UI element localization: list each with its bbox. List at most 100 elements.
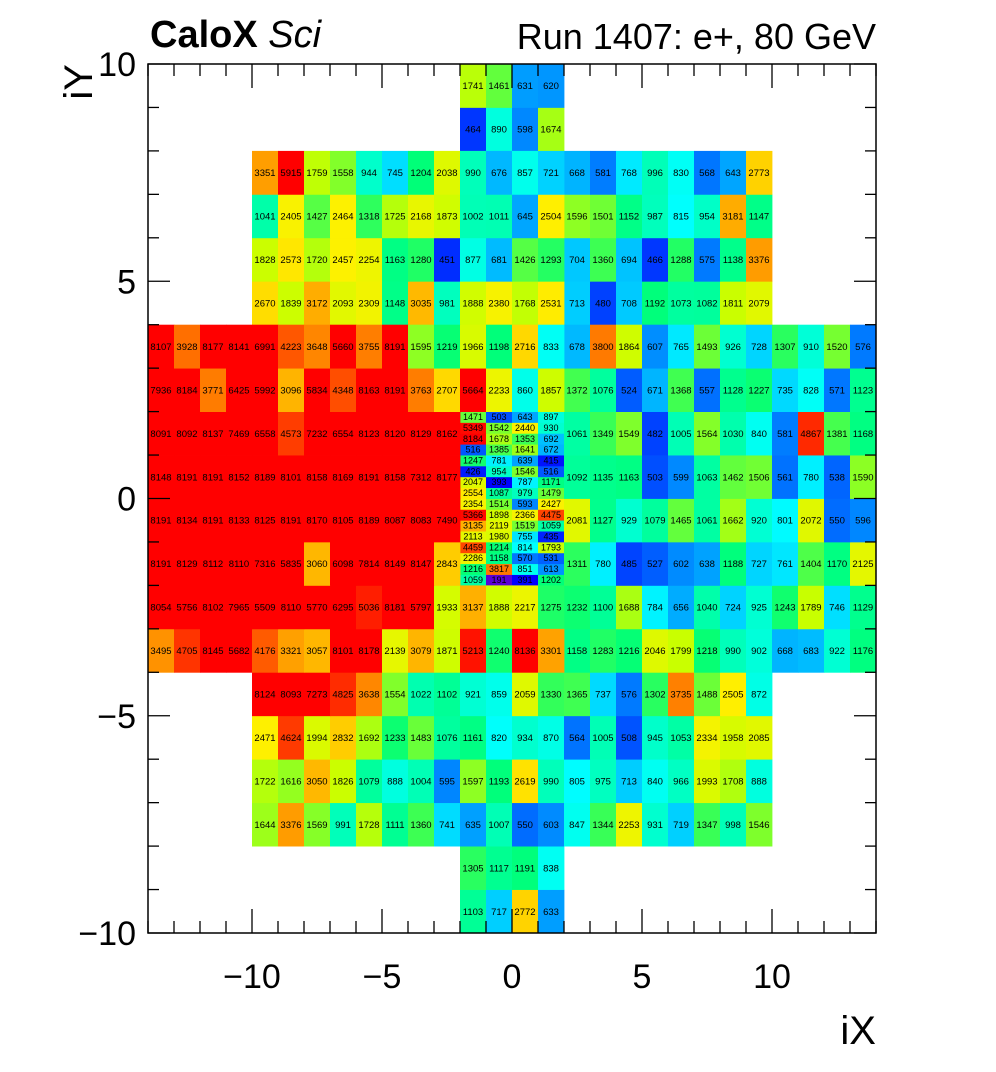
cell-value-label: 8137 [202, 429, 223, 440]
heatmap-cell [512, 509, 539, 521]
cell-value-label: 8191 [150, 559, 171, 570]
heatmap-cell [616, 672, 643, 717]
heatmap-cell [252, 324, 279, 369]
cell-value-label: 1305 [462, 863, 483, 874]
heatmap-cell [590, 715, 617, 760]
heatmap-cell [668, 324, 695, 369]
heatmap-cell [850, 368, 877, 412]
cell-value-label: 575 [699, 255, 715, 266]
cell-value-label: 581 [777, 429, 793, 440]
cell-value-label: 2085 [748, 733, 769, 744]
heatmap-cell [460, 281, 487, 326]
cell-value-label: 1462 [722, 472, 743, 483]
heatmap-cell [616, 585, 643, 630]
heatmap-cell [148, 585, 175, 630]
heatmap-cell [460, 487, 487, 499]
cell-value-label: 1828 [254, 255, 275, 266]
cell-value-label: 1100 [593, 603, 613, 614]
cell-value-label: 5915 [280, 168, 301, 179]
heatmap-cell [252, 759, 279, 804]
heatmap-cell [486, 487, 513, 499]
heatmap-cell [850, 498, 877, 543]
cell-value-label: 8184 [176, 385, 197, 396]
cell-value-label: 1191 [515, 863, 535, 874]
cell-value-label: 1520 [826, 342, 847, 353]
cell-value-label: 1427 [306, 212, 327, 223]
heatmap-cell [278, 411, 305, 456]
heatmap-cell [460, 520, 487, 532]
cell-value-label: 391 [517, 575, 532, 585]
cell-value-label: 1596 [566, 212, 587, 223]
cell-value-label: 3763 [410, 385, 431, 396]
cell-value-label: 1353 [515, 434, 535, 444]
heatmap-cell [564, 411, 591, 456]
cell-value-label: 5213 [462, 646, 483, 657]
brand-italic: Sci [268, 14, 322, 56]
cell-value-label: 1616 [280, 776, 301, 787]
heatmap-cell [408, 194, 435, 239]
heatmap-cell [538, 672, 565, 717]
heatmap-cell [668, 672, 695, 717]
heatmap-cell [356, 541, 383, 586]
cell-value-label: 1161 [463, 733, 483, 744]
cell-value-label: 1465 [670, 516, 691, 527]
cell-value-label: 1564 [696, 429, 717, 440]
cell-value-label: 1135 [593, 472, 613, 483]
cell-value-label: 8149 [384, 559, 405, 570]
heatmap-cell [460, 433, 487, 445]
heatmap-cell [226, 628, 253, 673]
heatmap-cell [330, 585, 357, 630]
heatmap-cell [486, 541, 513, 554]
y-tick-label: −10 [78, 915, 136, 953]
heatmap-cell [538, 411, 565, 423]
heatmap-cell [746, 585, 773, 630]
cell-value-label: 7312 [410, 472, 431, 483]
heatmap-cell [330, 281, 357, 326]
heatmap-cell [850, 455, 877, 499]
heatmap-cell [668, 802, 695, 847]
cell-value-label: 7273 [306, 690, 327, 701]
heatmap-cell [668, 368, 695, 412]
heatmap-cell [460, 107, 487, 152]
cell-value-label: 2773 [748, 168, 769, 179]
cell-value-label: 581 [595, 168, 611, 179]
cell-value-label: 1147 [749, 212, 769, 223]
heatmap-cell [642, 498, 669, 543]
heatmap-cell [304, 498, 331, 543]
cell-value-label: 1283 [592, 646, 613, 657]
cell-value-label: 3137 [462, 603, 483, 614]
heatmap-cell [356, 455, 383, 499]
cell-value-label: 595 [439, 776, 455, 787]
heatmap-cell [486, 628, 513, 673]
heatmap-cell [538, 498, 565, 510]
heatmap-cell [538, 802, 565, 847]
cell-value-label: 1005 [592, 733, 613, 744]
cell-value-label: 2380 [488, 298, 509, 309]
cell-value-label: 1307 [774, 342, 795, 353]
heatmap-cell [720, 541, 747, 586]
cell-value-label: 1061 [696, 516, 717, 527]
cell-value-label: 925 [751, 603, 767, 614]
cell-value-label: 2354 [463, 499, 483, 509]
heatmap-cell [564, 150, 591, 195]
heatmap-cell [486, 802, 513, 847]
cell-value-label: 5797 [410, 603, 431, 614]
cell-value-label: 1302 [644, 690, 665, 701]
cell-value-label: 851 [517, 564, 532, 574]
cell-value-label: 1514 [489, 499, 509, 509]
cell-value-label: 1202 [541, 575, 561, 585]
cell-value-label: 508 [621, 733, 637, 744]
cell-value-label: 1519 [515, 521, 535, 531]
cell-value-label: 668 [569, 168, 585, 179]
cell-value-label: 996 [647, 168, 663, 179]
heatmap-cell [356, 759, 383, 804]
cell-value-label: 745 [387, 168, 403, 179]
cell-value-label: 877 [465, 255, 481, 266]
cell-value-label: 1102 [437, 690, 457, 701]
cell-value-label: 607 [647, 342, 663, 353]
cell-value-label: 930 [543, 423, 558, 433]
heatmap-cell [512, 281, 539, 326]
cell-value-label: 7490 [436, 516, 457, 527]
cell-value-label: 1678 [489, 434, 509, 444]
cell-value-label: 2286 [463, 553, 483, 563]
